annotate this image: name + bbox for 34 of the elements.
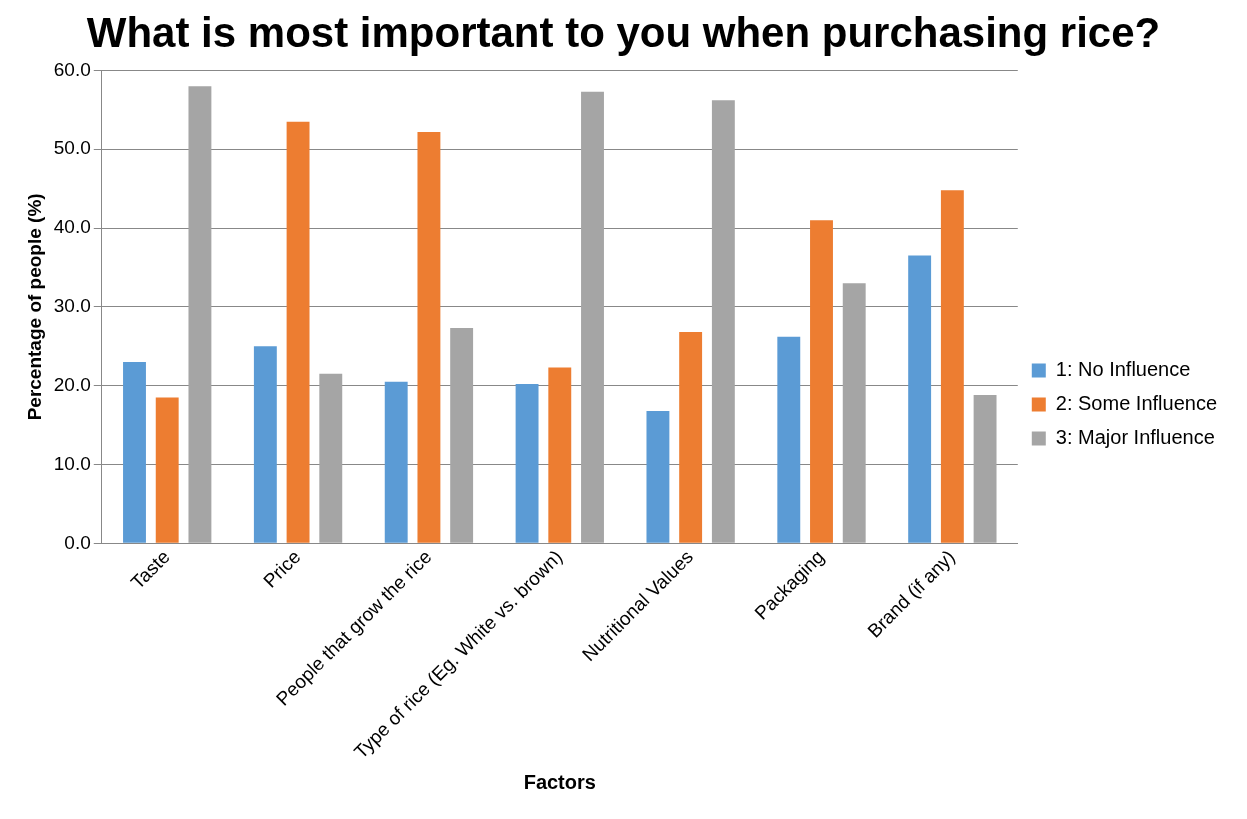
y-tick-label: 60.0 xyxy=(53,58,91,80)
bar xyxy=(777,336,801,543)
bar xyxy=(286,121,310,543)
bar xyxy=(810,220,833,543)
bar xyxy=(548,367,572,543)
y-axis-title: Percentage of people (%) xyxy=(23,193,45,421)
bar xyxy=(973,395,997,543)
y-tick-label: 0.0 xyxy=(64,531,91,553)
bar xyxy=(319,373,343,543)
legend-label: 3: Major Influence xyxy=(1055,426,1215,449)
bar xyxy=(711,100,735,543)
bar xyxy=(581,91,604,543)
bar xyxy=(188,86,212,543)
y-tick-label: 50.0 xyxy=(53,137,91,159)
bar xyxy=(515,384,539,543)
bar xyxy=(450,328,474,543)
x-axis-title: Factors xyxy=(523,770,596,793)
chart-title: What is most important to you when purchasing rice? xyxy=(86,8,1161,56)
y-tick-label: 10.0 xyxy=(53,452,91,474)
bar xyxy=(908,255,932,543)
y-tick-label: 40.0 xyxy=(53,216,91,238)
bar xyxy=(123,362,146,543)
bar xyxy=(940,190,964,543)
y-tick-label: 20.0 xyxy=(53,373,91,395)
legend-label: 1: No Influence xyxy=(1055,358,1191,381)
bar xyxy=(417,131,441,543)
bar xyxy=(384,381,408,543)
y-tick-label: 30.0 xyxy=(53,295,91,317)
bar xyxy=(155,397,179,543)
bar xyxy=(679,332,703,543)
bar xyxy=(253,346,277,543)
bar xyxy=(646,410,670,543)
bar xyxy=(842,283,866,543)
legend-label: 2: Some Influence xyxy=(1055,392,1218,415)
